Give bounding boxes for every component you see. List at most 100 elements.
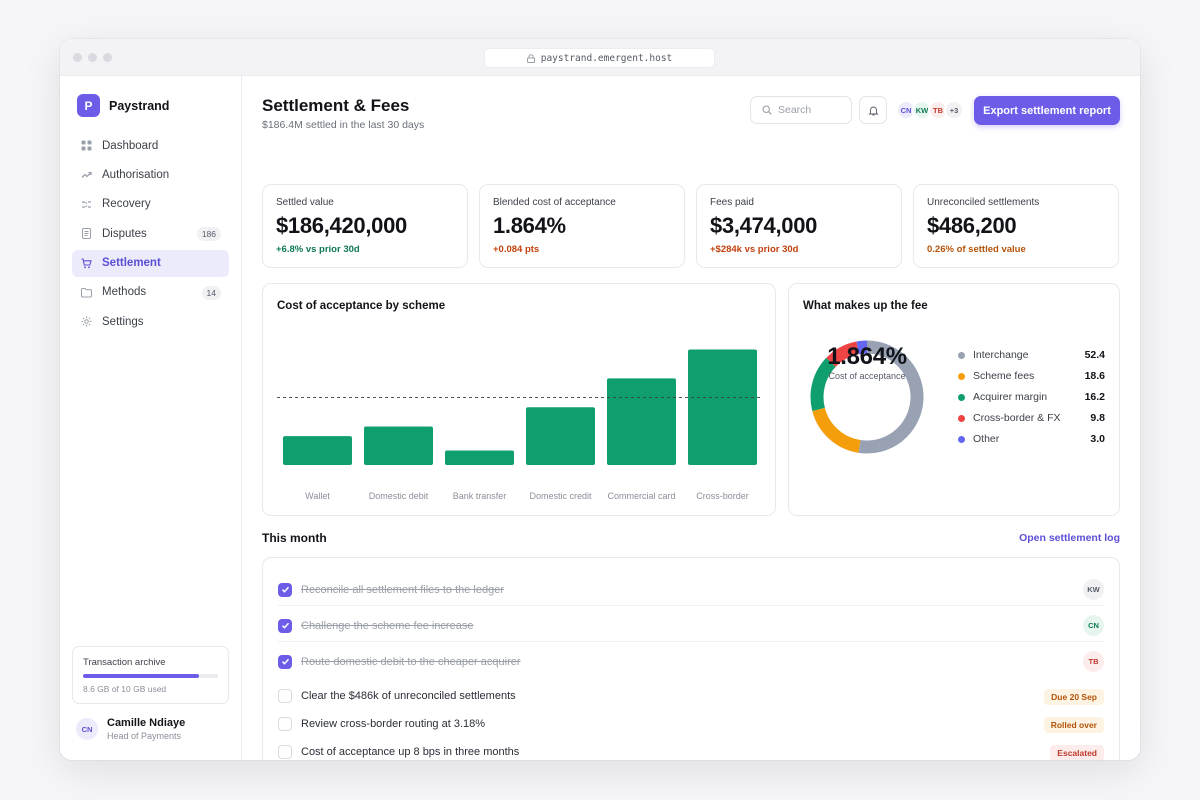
donut-chart-card: What makes up the fee 1.864% Cost of acc… (788, 283, 1120, 516)
bar-chart: Wallet Domestic debit Bank transfer Domesti… (277, 349, 763, 501)
kpi-label: Settled value (276, 197, 334, 208)
brand[interactable]: P Paystrand (77, 94, 169, 117)
list-item[interactable]: Clear the $486k of unreconciled settleme… (278, 687, 1104, 705)
window-maximize-dot[interactable] (103, 53, 112, 62)
list-item[interactable]: Route domestic debit to the cheaper acqu… (278, 651, 1104, 672)
storage-progress-fill (83, 674, 200, 678)
url-bar[interactable]: paystrand.emergent.host (484, 48, 715, 68)
legend-label: Scheme fees (973, 370, 1035, 382)
kpi-card-unreconciled[interactable]: Unreconciled settlements $486,200 0.26% … (913, 184, 1119, 268)
task-label: Clear the $486k of unreconciled settleme… (301, 690, 516, 702)
kpi-label: Blended cost of acceptance (493, 197, 616, 208)
donut-slice-acquirer-margin[interactable] (810, 357, 836, 412)
sidebar-item-label: Disputes (102, 227, 147, 240)
sidebar-item-label: Dashboard (102, 139, 159, 152)
bar-chart-card: Cost of acceptance by scheme Wallet Domes… (262, 283, 776, 516)
x-tick-label: Bank transfer (453, 491, 507, 501)
list-item[interactable]: Challenge the scheme fee increase CN (278, 615, 1104, 636)
kpi-delta: 0.26% of settled value (927, 244, 1026, 255)
collaborator-avatars[interactable]: CN KW TB +3 (896, 100, 964, 120)
task-checkbox[interactable] (278, 745, 292, 759)
donut-center-label: Cost of acceptance (828, 371, 906, 381)
task-label: Cost of acceptance up 8 bps in three mon… (301, 746, 520, 758)
kpi-label: Unreconciled settlements (927, 197, 1040, 208)
window-close-dot[interactable] (73, 53, 82, 62)
browser-titlebar: paystrand.emergent.host (60, 39, 1140, 76)
disputes-count-badge: 186 (196, 227, 221, 242)
legend-label: Interchange (973, 349, 1029, 361)
bar-bank-transfer[interactable] (445, 450, 514, 465)
legend-value: 52.4 (1084, 349, 1105, 361)
sidebar-item-label: Authorisation (102, 168, 170, 181)
list-item[interactable]: Reconcile all settlement files to the le… (278, 579, 1104, 600)
bar-domestic-debit[interactable] (364, 426, 433, 465)
storage-card[interactable]: Transaction archive 8.6 GB of 10 GB used (72, 646, 229, 704)
storage-usage-text: 8.6 GB of 10 GB used (83, 684, 167, 694)
donut-slice-cross-border-fx[interactable] (826, 341, 860, 368)
status-badge: Due 20 Sep (1044, 689, 1104, 705)
user-profile[interactable]: CN Camille Ndiaye Head of Payments (76, 717, 185, 741)
list-item[interactable]: Cost of acceptance up 8 bps in three mon… (278, 743, 1104, 760)
gear-icon (81, 316, 92, 327)
kpi-value: $486,200 (927, 213, 1017, 238)
storage-title: Transaction archive (83, 657, 166, 668)
lock-icon (526, 53, 535, 63)
search-input[interactable]: Search (750, 96, 852, 124)
sidebar-item-methods[interactable]: Methods 14 (72, 279, 229, 306)
task-checkbox[interactable] (278, 654, 292, 669)
open-settlement-log-link[interactable]: Open settlement log (1019, 532, 1120, 544)
donut-slice-interchange[interactable] (858, 340, 924, 454)
bar-domestic-credit[interactable] (526, 407, 595, 465)
brand-name: Paystrand (109, 98, 170, 113)
donut-slice-scheme-fees[interactable] (812, 407, 861, 453)
kpi-label: Fees paid (710, 197, 754, 208)
sidebar-item-dashboard[interactable]: Dashboard (72, 132, 229, 159)
sidebar-item-settlement[interactable]: Settlement (72, 249, 229, 277)
legend-item-cross-border: Cross-border & FX 9.8 (958, 411, 1105, 425)
task-checkbox[interactable] (278, 717, 292, 731)
task-checkbox[interactable] (278, 582, 292, 597)
kpi-value: $186,420,000 (276, 213, 407, 238)
kpi-card-cost-of-acceptance[interactable]: Blended cost of acceptance 1.864% +0.084… (479, 184, 685, 268)
sidebar-item-label: Settings (102, 315, 144, 328)
bar-wallet[interactable] (283, 436, 352, 465)
status-badge: Rolled over (1043, 717, 1104, 733)
sidebar-item-label: Methods (102, 286, 147, 299)
legend-value: 16.2 (1084, 391, 1105, 403)
sidebar-item-disputes[interactable]: Disputes 186 (72, 220, 229, 247)
status-badge: Escalated (1050, 745, 1104, 760)
methods-count-badge: 14 (201, 285, 221, 300)
x-tick-label: Commercial card (607, 491, 675, 501)
chart-title: What makes up the fee (803, 300, 928, 312)
task-checkbox[interactable] (278, 618, 292, 633)
divider (278, 605, 1104, 606)
sidebar-item-label: Settlement (102, 257, 161, 270)
kpi-card-settled-value[interactable]: Settled value $186,420,000 +6.8% vs prio… (262, 184, 468, 268)
sidebar-item-settings[interactable]: Settings (72, 308, 229, 335)
bar-cross-border[interactable] (688, 349, 757, 465)
donut-center-value: 1.864% (827, 343, 907, 370)
legend-swatch (958, 435, 965, 443)
notifications-button[interactable] (859, 96, 887, 124)
bell-icon (867, 106, 879, 115)
avatar: CN (76, 718, 98, 740)
window-minimize-dot[interactable] (88, 53, 97, 62)
x-tick-label: Domestic debit (369, 491, 429, 501)
task-label: Reconcile all settlement files to the le… (301, 583, 504, 596)
sidebar-item-recovery[interactable]: Recovery (72, 191, 229, 218)
donut-slice-other[interactable] (856, 340, 868, 355)
task-assignee-avatar: CN (1083, 615, 1104, 636)
kpi-value: 1.864% (493, 213, 566, 238)
list-item[interactable]: Review cross-border routing at 3.18% Rol… (278, 715, 1104, 733)
cart-icon (81, 258, 92, 268)
legend-item-other: Other 3.0 (958, 432, 1105, 446)
brand-logo: P (77, 94, 100, 117)
sidebar-item-authorisation[interactable]: Authorisation (72, 161, 229, 188)
bar-commercial-card[interactable] (607, 378, 676, 465)
legend-item-scheme-fees: Scheme fees 18.6 (958, 369, 1105, 383)
storage-progress-bar (83, 674, 218, 678)
task-checkbox[interactable] (278, 689, 292, 703)
task-assignee-avatar: KW (1083, 579, 1104, 600)
export-report-button[interactable]: Export settlement report (974, 96, 1120, 125)
kpi-card-fees-paid[interactable]: Fees paid $3,474,000 +$284k vs prior 30d (696, 184, 902, 268)
